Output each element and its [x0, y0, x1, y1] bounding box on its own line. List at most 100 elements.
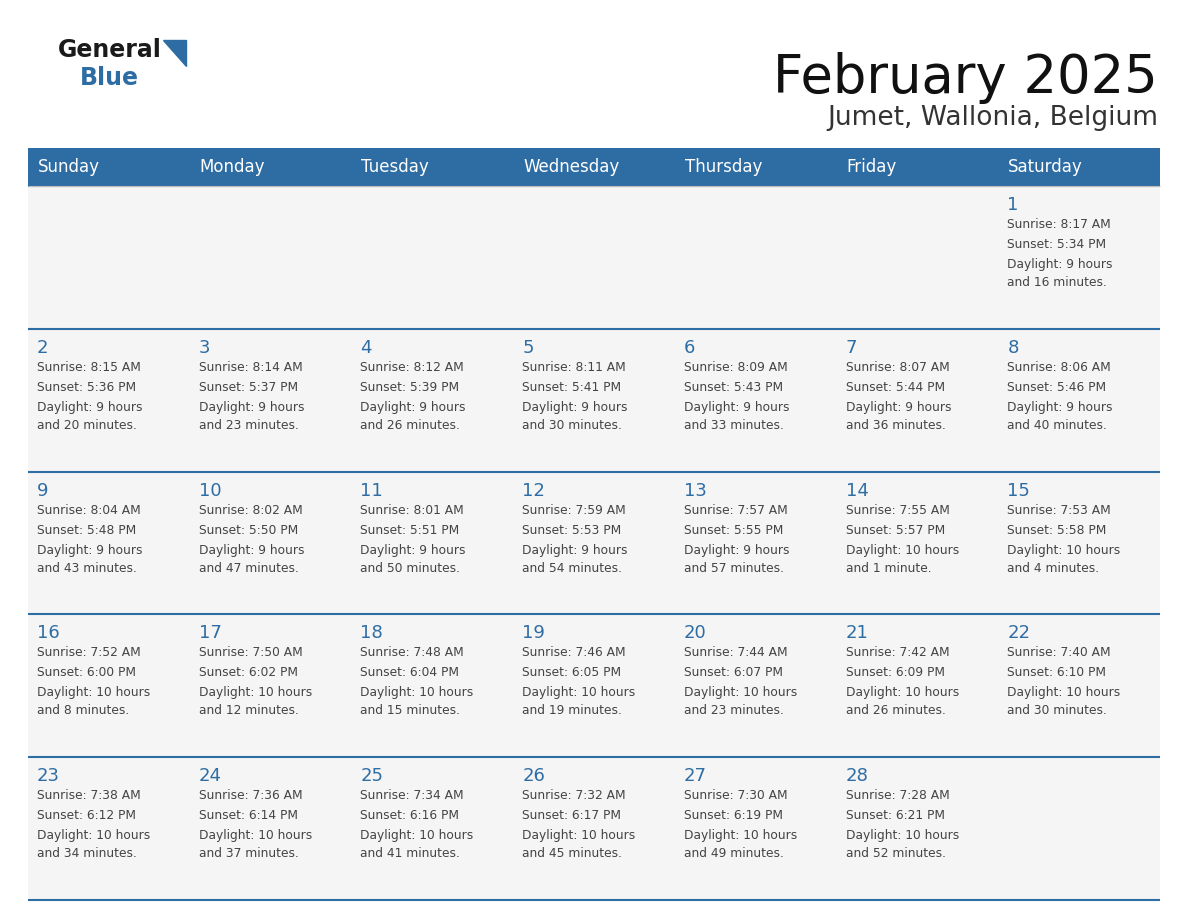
- Text: and 4 minutes.: and 4 minutes.: [1007, 562, 1099, 575]
- Text: and 47 minutes.: and 47 minutes.: [198, 562, 298, 575]
- Text: Saturday: Saturday: [1009, 158, 1083, 176]
- Text: Sunrise: 8:02 AM: Sunrise: 8:02 AM: [198, 504, 303, 517]
- Text: Sunset: 6:12 PM: Sunset: 6:12 PM: [37, 809, 135, 823]
- Bar: [29, 329, 1159, 472]
- Text: 6: 6: [684, 339, 695, 357]
- Text: Sunset: 6:04 PM: Sunset: 6:04 PM: [360, 666, 460, 679]
- Text: and 20 minutes.: and 20 minutes.: [37, 419, 137, 431]
- Text: Sunrise: 7:32 AM: Sunrise: 7:32 AM: [523, 789, 626, 802]
- Text: 28: 28: [846, 767, 868, 785]
- Text: and 26 minutes.: and 26 minutes.: [360, 419, 460, 431]
- Text: 1: 1: [1007, 196, 1018, 214]
- Text: 11: 11: [360, 482, 384, 499]
- Text: Monday: Monday: [200, 158, 265, 176]
- Text: Sunrise: 8:15 AM: Sunrise: 8:15 AM: [37, 361, 141, 374]
- Text: Sunset: 6:17 PM: Sunset: 6:17 PM: [523, 809, 621, 823]
- Text: and 23 minutes.: and 23 minutes.: [684, 704, 784, 717]
- Text: Sunrise: 7:36 AM: Sunrise: 7:36 AM: [198, 789, 302, 802]
- Text: and 45 minutes.: and 45 minutes.: [523, 847, 623, 860]
- Text: Daylight: 9 hours: Daylight: 9 hours: [360, 543, 466, 556]
- Text: and 37 minutes.: and 37 minutes.: [198, 847, 298, 860]
- Text: Sunrise: 7:28 AM: Sunrise: 7:28 AM: [846, 789, 949, 802]
- Text: Daylight: 10 hours: Daylight: 10 hours: [684, 687, 797, 700]
- Text: Daylight: 9 hours: Daylight: 9 hours: [523, 401, 627, 414]
- Text: Sunrise: 7:53 AM: Sunrise: 7:53 AM: [1007, 504, 1111, 517]
- Text: Sunrise: 7:38 AM: Sunrise: 7:38 AM: [37, 789, 140, 802]
- Text: 7: 7: [846, 339, 857, 357]
- Text: Daylight: 9 hours: Daylight: 9 hours: [846, 401, 952, 414]
- Text: 20: 20: [684, 624, 707, 643]
- Text: Daylight: 9 hours: Daylight: 9 hours: [1007, 401, 1113, 414]
- Text: and 43 minutes.: and 43 minutes.: [37, 562, 137, 575]
- Text: Sunrise: 8:04 AM: Sunrise: 8:04 AM: [37, 504, 140, 517]
- Text: Blue: Blue: [80, 66, 139, 90]
- Text: Daylight: 10 hours: Daylight: 10 hours: [684, 829, 797, 842]
- Text: Sunrise: 8:06 AM: Sunrise: 8:06 AM: [1007, 361, 1111, 374]
- Text: Daylight: 9 hours: Daylight: 9 hours: [37, 543, 143, 556]
- Text: Daylight: 10 hours: Daylight: 10 hours: [37, 829, 150, 842]
- Text: Sunrise: 7:34 AM: Sunrise: 7:34 AM: [360, 789, 465, 802]
- Text: Sunday: Sunday: [38, 158, 100, 176]
- Text: 9: 9: [37, 482, 49, 499]
- Bar: [29, 757, 1159, 900]
- Text: Sunset: 5:41 PM: Sunset: 5:41 PM: [523, 381, 621, 394]
- Text: Daylight: 10 hours: Daylight: 10 hours: [1007, 543, 1120, 556]
- Text: and 33 minutes.: and 33 minutes.: [684, 419, 784, 431]
- Text: Sunset: 6:21 PM: Sunset: 6:21 PM: [846, 809, 944, 823]
- Text: Daylight: 9 hours: Daylight: 9 hours: [198, 543, 304, 556]
- Text: 12: 12: [523, 482, 545, 499]
- Text: Daylight: 10 hours: Daylight: 10 hours: [523, 829, 636, 842]
- Text: 21: 21: [846, 624, 868, 643]
- Text: Daylight: 10 hours: Daylight: 10 hours: [198, 687, 312, 700]
- Text: Tuesday: Tuesday: [361, 158, 429, 176]
- Text: and 34 minutes.: and 34 minutes.: [37, 847, 137, 860]
- Text: Sunrise: 7:59 AM: Sunrise: 7:59 AM: [523, 504, 626, 517]
- Text: Sunrise: 8:01 AM: Sunrise: 8:01 AM: [360, 504, 465, 517]
- Text: Daylight: 9 hours: Daylight: 9 hours: [684, 543, 789, 556]
- Text: Sunset: 5:44 PM: Sunset: 5:44 PM: [846, 381, 944, 394]
- Text: and 41 minutes.: and 41 minutes.: [360, 847, 460, 860]
- Bar: [29, 614, 1159, 757]
- Text: and 19 minutes.: and 19 minutes.: [523, 704, 623, 717]
- Text: 17: 17: [198, 624, 222, 643]
- Text: Sunrise: 7:40 AM: Sunrise: 7:40 AM: [1007, 646, 1111, 659]
- Text: 22: 22: [1007, 624, 1030, 643]
- Text: General: General: [58, 38, 162, 62]
- Text: Sunset: 5:34 PM: Sunset: 5:34 PM: [1007, 238, 1106, 251]
- Text: Daylight: 9 hours: Daylight: 9 hours: [523, 543, 627, 556]
- Text: Sunrise: 7:30 AM: Sunrise: 7:30 AM: [684, 789, 788, 802]
- Text: 3: 3: [198, 339, 210, 357]
- Bar: [29, 472, 1159, 614]
- Text: Sunrise: 8:11 AM: Sunrise: 8:11 AM: [523, 361, 626, 374]
- Text: Sunrise: 7:55 AM: Sunrise: 7:55 AM: [846, 504, 949, 517]
- Text: Daylight: 10 hours: Daylight: 10 hours: [360, 687, 474, 700]
- Text: Sunset: 6:07 PM: Sunset: 6:07 PM: [684, 666, 783, 679]
- Text: Wednesday: Wednesday: [523, 158, 619, 176]
- Text: 18: 18: [360, 624, 384, 643]
- Text: Daylight: 9 hours: Daylight: 9 hours: [360, 401, 466, 414]
- Text: Sunset: 5:50 PM: Sunset: 5:50 PM: [198, 523, 298, 537]
- Text: Sunset: 5:57 PM: Sunset: 5:57 PM: [846, 523, 944, 537]
- Text: and 36 minutes.: and 36 minutes.: [846, 419, 946, 431]
- Text: and 30 minutes.: and 30 minutes.: [1007, 704, 1107, 717]
- Text: Sunset: 5:39 PM: Sunset: 5:39 PM: [360, 381, 460, 394]
- Text: 19: 19: [523, 624, 545, 643]
- Text: and 50 minutes.: and 50 minutes.: [360, 562, 461, 575]
- Text: Daylight: 10 hours: Daylight: 10 hours: [846, 543, 959, 556]
- Text: Daylight: 10 hours: Daylight: 10 hours: [523, 687, 636, 700]
- Text: and 52 minutes.: and 52 minutes.: [846, 847, 946, 860]
- Text: Sunset: 5:48 PM: Sunset: 5:48 PM: [37, 523, 137, 537]
- Text: Sunset: 6:14 PM: Sunset: 6:14 PM: [198, 809, 298, 823]
- Text: Daylight: 10 hours: Daylight: 10 hours: [37, 687, 150, 700]
- Text: Daylight: 9 hours: Daylight: 9 hours: [37, 401, 143, 414]
- Text: February 2025: February 2025: [773, 52, 1158, 104]
- Text: Sunset: 6:19 PM: Sunset: 6:19 PM: [684, 809, 783, 823]
- Text: Sunrise: 7:48 AM: Sunrise: 7:48 AM: [360, 646, 465, 659]
- Text: and 30 minutes.: and 30 minutes.: [523, 419, 623, 431]
- Text: 26: 26: [523, 767, 545, 785]
- Text: and 40 minutes.: and 40 minutes.: [1007, 419, 1107, 431]
- Text: and 16 minutes.: and 16 minutes.: [1007, 276, 1107, 289]
- Text: 13: 13: [684, 482, 707, 499]
- Text: Sunset: 6:00 PM: Sunset: 6:00 PM: [37, 666, 135, 679]
- Text: and 49 minutes.: and 49 minutes.: [684, 847, 784, 860]
